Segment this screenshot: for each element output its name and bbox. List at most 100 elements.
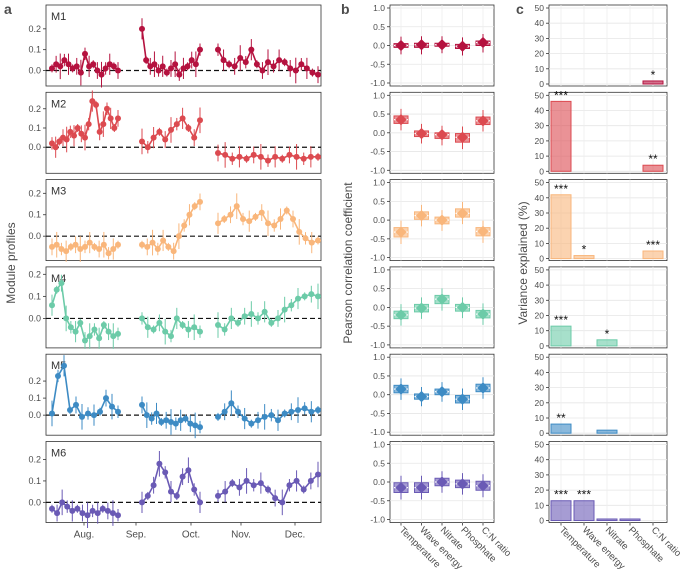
- data-point: [268, 319, 275, 326]
- panel-a-y-tick-label: 0.1: [28, 123, 41, 133]
- data-point: [248, 311, 255, 318]
- data-point: [102, 65, 109, 72]
- panel-b-y-tick-label: 0.5: [373, 109, 385, 119]
- data-point: [233, 203, 240, 210]
- panel-c-y-tick-label: 40: [535, 18, 545, 28]
- data-point: [197, 46, 203, 53]
- data-point: [191, 486, 198, 493]
- data-point: [168, 65, 174, 72]
- data-point: [197, 328, 203, 335]
- significance-label: ***: [554, 88, 568, 102]
- data-point: [286, 482, 293, 489]
- data-point: [58, 280, 65, 287]
- data-point: [59, 499, 66, 506]
- panel-c-y-tick-label: 30: [535, 295, 545, 305]
- data-point: [105, 328, 112, 335]
- panel-c-row-M6: 50 40 30 20 10 0 *** ***: [535, 440, 668, 526]
- panel-c-y-tick-label: 50: [535, 440, 545, 450]
- data-point: [153, 410, 160, 417]
- data-point: [54, 510, 61, 517]
- panel-a-row-M5: 0.20.10.0M5: [28, 353, 322, 439]
- data-point: [99, 505, 106, 512]
- data-point: [168, 488, 174, 495]
- data-point: [301, 293, 308, 300]
- data-point: [308, 239, 315, 246]
- data-point: [61, 362, 67, 369]
- significance-label: *: [582, 243, 587, 257]
- data-point: [308, 408, 315, 415]
- data-point: [49, 65, 55, 72]
- panel-a-ylabel: Module profiles: [4, 222, 18, 303]
- panel-a-y-tick-label: 0.1: [28, 45, 41, 55]
- data-point: [246, 218, 253, 225]
- panel-c-row-M1: 50 40 30 20 10 0 *: [535, 3, 668, 89]
- panel-c-y-tick-label: 0: [539, 166, 544, 176]
- data-point: [185, 326, 192, 333]
- data-point: [73, 63, 80, 70]
- significance-label: ***: [554, 488, 568, 502]
- mean-diamond: [395, 309, 407, 321]
- panel-letter-a: a: [4, 1, 12, 17]
- data-point: [111, 124, 118, 131]
- mean-diamond: [456, 393, 469, 405]
- data-point: [82, 50, 88, 57]
- data-point: [281, 410, 288, 417]
- data-point: [158, 418, 165, 425]
- data-point: [49, 505, 55, 512]
- data-point: [272, 153, 279, 160]
- data-point: [290, 216, 296, 223]
- panel-letter-b: b: [341, 1, 350, 17]
- data-point: [49, 410, 55, 417]
- data-point: [168, 126, 174, 133]
- panel-b-y-tick-label: 0.5: [373, 196, 385, 206]
- data-point: [77, 246, 84, 253]
- data-point: [295, 295, 301, 302]
- data-point: [268, 412, 275, 419]
- data-point: [104, 507, 111, 514]
- mean-diamond: [415, 127, 428, 140]
- panel-a-y-tick-label: 0.2: [28, 455, 41, 465]
- data-point: [61, 57, 68, 64]
- module-label-M2: M2: [51, 98, 66, 110]
- panel-c-y-tick-label: 10: [535, 64, 545, 74]
- module-label-M6: M6: [51, 448, 66, 460]
- panel-a-y-tick-label: 0.2: [28, 188, 41, 198]
- mean-diamond: [395, 383, 407, 395]
- data-point: [73, 401, 79, 408]
- panel-b-row-M2: 1.0 0.5 0.0 -0.5 -1.0: [370, 90, 495, 175]
- panel-b-y-tick-label: 0.5: [373, 22, 385, 32]
- data-point: [86, 239, 93, 246]
- panel-c-y-tick-label: 30: [535, 208, 545, 218]
- mean-diamond: [477, 480, 489, 492]
- data-point: [315, 153, 321, 160]
- panel-b-y-tick-label: -0.5: [370, 496, 385, 506]
- panel-c-y-tick-label: 20: [535, 485, 545, 495]
- panel-c-y-tick-label: 40: [535, 367, 545, 377]
- data-point: [163, 417, 170, 424]
- data-point: [186, 211, 193, 218]
- data-point: [143, 412, 150, 419]
- data-point: [139, 25, 145, 32]
- data-point: [93, 101, 99, 108]
- panel-c-y-tick-label: 40: [535, 106, 545, 116]
- data-point: [150, 326, 157, 333]
- data-point: [57, 63, 64, 70]
- panel-b-y-tick-label: -1.0: [370, 165, 385, 175]
- mean-diamond: [456, 40, 469, 52]
- data-point: [96, 335, 103, 342]
- panel-a-y-tick-label: 0.0: [28, 66, 41, 76]
- data-point: [265, 220, 271, 227]
- data-point: [248, 420, 255, 427]
- data-point: [191, 203, 198, 210]
- variance-bar: [550, 100, 572, 172]
- panel-c-y-tick-label: 50: [535, 352, 545, 362]
- data-point: [105, 250, 112, 257]
- panel-b-row-M1: 1.0 0.5 0.0 -0.5 -1.0: [370, 3, 495, 88]
- data-point: [168, 333, 174, 340]
- data-point: [257, 480, 264, 487]
- data-point: [89, 98, 96, 105]
- mean-diamond: [436, 386, 448, 398]
- data-point: [139, 241, 145, 248]
- mean-diamond: [415, 302, 428, 314]
